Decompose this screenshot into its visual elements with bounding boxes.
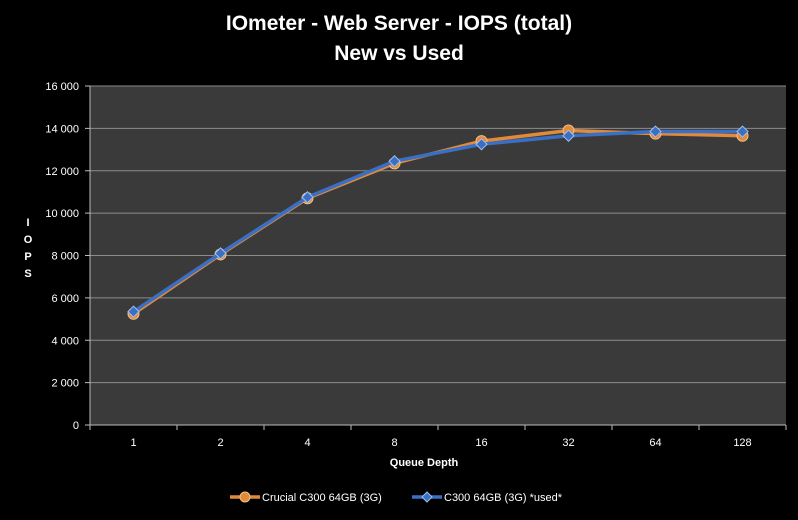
y-tick-label: 12 000 xyxy=(45,166,79,178)
legend-label: Crucial C300 64GB (3G) xyxy=(262,492,382,504)
chart-subtitle: New vs Used xyxy=(334,42,464,65)
legend-label: C300 64GB (3G) *used* xyxy=(444,492,563,504)
x-tick-label: 8 xyxy=(391,437,397,449)
x-axis-title: Queue Depth xyxy=(390,457,459,469)
series-2-point xyxy=(127,305,140,318)
series-2-point xyxy=(475,138,488,151)
series-2-point xyxy=(649,125,662,138)
series-2-point xyxy=(388,155,401,168)
x-tick-label: 1 xyxy=(130,437,136,449)
x-tick-label: 128 xyxy=(733,437,751,449)
chart-title: IOmeter - Web Server - IOPS (total) xyxy=(225,12,573,35)
series-2-point xyxy=(736,125,749,138)
x-tick-label: 2 xyxy=(217,437,223,449)
y-tick-label: 6 000 xyxy=(51,293,79,305)
y-tick-label: 2 000 xyxy=(51,378,79,390)
x-tick-label: 64 xyxy=(649,437,661,449)
y-tick-label: 4 000 xyxy=(51,335,79,347)
y-tick-label: 0 xyxy=(73,420,79,432)
y-tick-label: 8 000 xyxy=(51,251,79,263)
x-tick-label: 32 xyxy=(562,437,574,449)
y-tick-label: 14 000 xyxy=(45,123,79,135)
series-2-point xyxy=(301,191,314,204)
y-tick-label: 10 000 xyxy=(45,208,79,220)
x-tick-label: 4 xyxy=(304,437,310,449)
legend-marker xyxy=(239,491,251,503)
y-tick-label: 16 000 xyxy=(45,81,79,93)
legend-marker xyxy=(421,491,433,503)
x-tick-label: 16 xyxy=(475,437,487,449)
series-2-point xyxy=(562,129,575,142)
series-2-point xyxy=(214,247,227,260)
series-line-2 xyxy=(132,129,743,314)
